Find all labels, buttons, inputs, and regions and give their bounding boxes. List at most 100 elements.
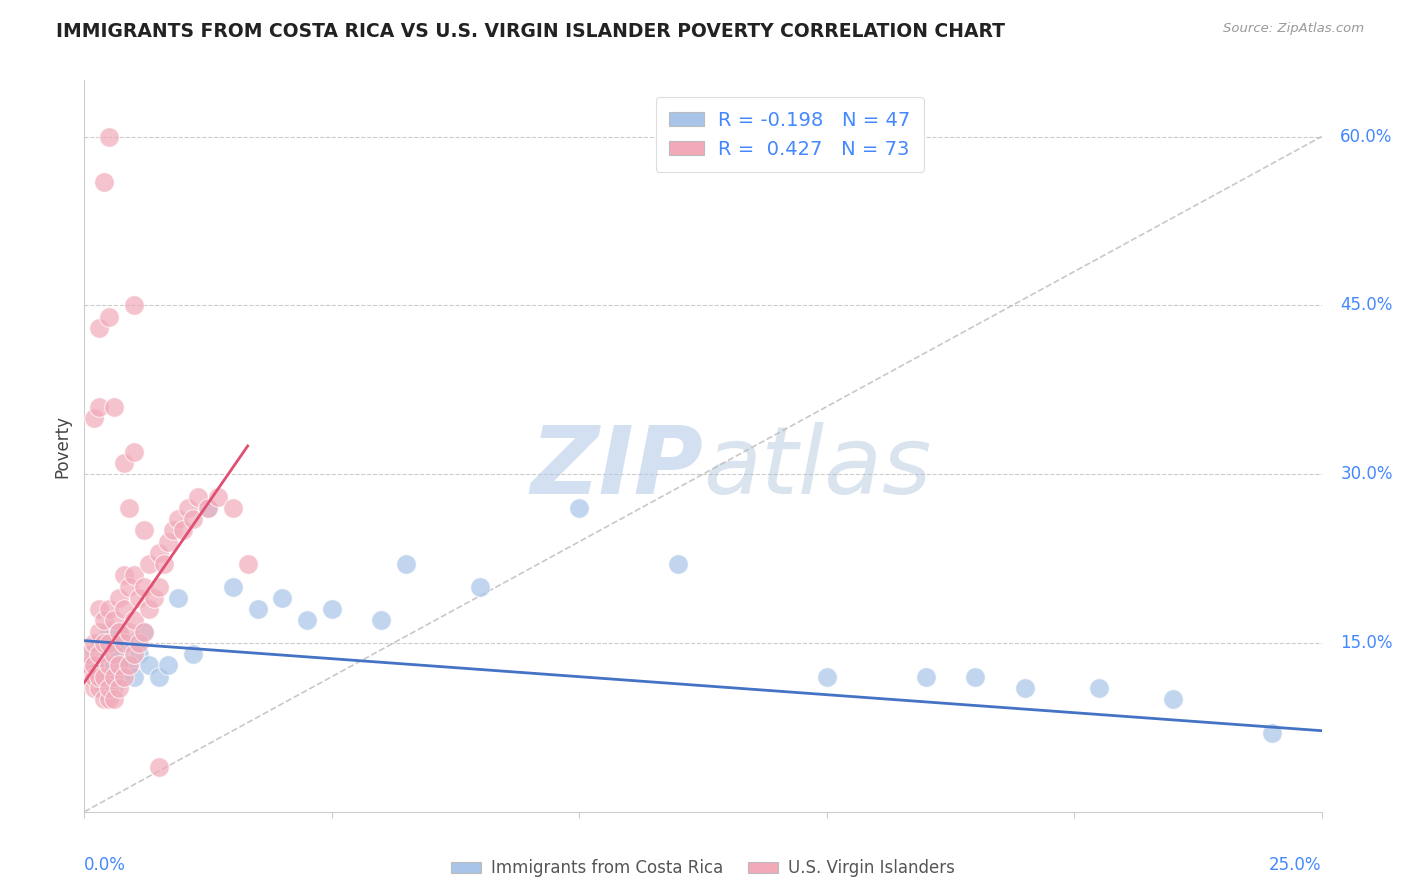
Point: [103, 636, 125, 650]
Point: [89, 636, 111, 650]
Point: [79, 658, 101, 673]
Point: [98, 129, 121, 144]
Point: [108, 670, 131, 684]
Point: [122, 636, 145, 650]
Point: [181, 512, 204, 526]
Point: [222, 500, 245, 515]
Point: [89, 670, 111, 684]
Point: [89, 624, 111, 639]
Point: [112, 636, 135, 650]
Point: [79, 670, 101, 684]
Point: [1088, 681, 1111, 695]
Point: [142, 591, 165, 605]
Y-axis label: Poverty: Poverty: [53, 415, 72, 477]
Point: [138, 557, 160, 571]
Point: [666, 557, 689, 571]
Point: [167, 512, 190, 526]
Point: [98, 681, 121, 695]
Point: [98, 636, 121, 650]
Point: [162, 524, 184, 538]
Point: [89, 400, 111, 414]
Point: [138, 602, 160, 616]
Point: [103, 692, 125, 706]
Point: [395, 557, 418, 571]
Point: [79, 647, 101, 661]
Point: [138, 658, 160, 673]
Point: [89, 658, 111, 673]
Point: [89, 602, 111, 616]
Point: [83, 681, 105, 695]
Point: [965, 670, 987, 684]
Point: [93, 692, 115, 706]
Point: [122, 298, 145, 312]
Point: [93, 670, 115, 684]
Point: [122, 670, 145, 684]
Point: [181, 647, 204, 661]
Text: 60.0%: 60.0%: [1340, 128, 1392, 145]
Point: [118, 658, 141, 673]
Point: [568, 500, 591, 515]
Text: 30.0%: 30.0%: [1340, 465, 1393, 483]
Text: Source: ZipAtlas.com: Source: ZipAtlas.com: [1223, 22, 1364, 36]
Point: [89, 321, 111, 335]
Point: [93, 658, 115, 673]
Point: [132, 580, 155, 594]
Point: [93, 614, 115, 628]
Point: [122, 614, 145, 628]
Point: [103, 681, 125, 695]
Point: [271, 591, 294, 605]
Point: [148, 760, 170, 774]
Point: [112, 568, 135, 582]
Point: [98, 692, 121, 706]
Point: [112, 636, 135, 650]
Point: [295, 614, 318, 628]
Point: [148, 580, 170, 594]
Point: [98, 647, 121, 661]
Point: [98, 658, 121, 673]
Point: [207, 490, 229, 504]
Point: [157, 534, 180, 549]
Point: [122, 568, 145, 582]
Point: [112, 670, 135, 684]
Point: [128, 591, 150, 605]
Point: [118, 658, 141, 673]
Point: [167, 591, 190, 605]
Point: [98, 310, 121, 324]
Point: [152, 557, 174, 571]
Legend: Immigrants from Costa Rica, U.S. Virgin Islanders: Immigrants from Costa Rica, U.S. Virgin …: [444, 853, 962, 884]
Point: [128, 647, 150, 661]
Text: 15.0%: 15.0%: [1340, 634, 1393, 652]
Point: [108, 658, 131, 673]
Point: [83, 636, 105, 650]
Point: [1261, 726, 1284, 740]
Point: [93, 681, 115, 695]
Point: [112, 658, 135, 673]
Text: IMMIGRANTS FROM COSTA RICA VS U.S. VIRGIN ISLANDER POVERTY CORRELATION CHART: IMMIGRANTS FROM COSTA RICA VS U.S. VIRGI…: [56, 22, 1005, 41]
Point: [108, 647, 131, 661]
Point: [118, 624, 141, 639]
Point: [222, 580, 245, 594]
Point: [93, 636, 115, 650]
Text: atlas: atlas: [703, 423, 931, 514]
Point: [132, 524, 155, 538]
Point: [132, 624, 155, 639]
Point: [93, 175, 115, 189]
Point: [103, 647, 125, 661]
Point: [83, 647, 105, 661]
Point: [79, 658, 101, 673]
Point: [148, 546, 170, 560]
Point: [122, 444, 145, 458]
Point: [370, 614, 392, 628]
Point: [108, 591, 131, 605]
Point: [98, 670, 121, 684]
Text: 25.0%: 25.0%: [1270, 855, 1322, 873]
Point: [246, 602, 269, 616]
Point: [83, 410, 105, 425]
Point: [177, 500, 200, 515]
Point: [83, 658, 105, 673]
Text: ZIP: ZIP: [530, 422, 703, 514]
Point: [157, 658, 180, 673]
Point: [914, 670, 936, 684]
Point: [122, 647, 145, 661]
Point: [321, 602, 343, 616]
